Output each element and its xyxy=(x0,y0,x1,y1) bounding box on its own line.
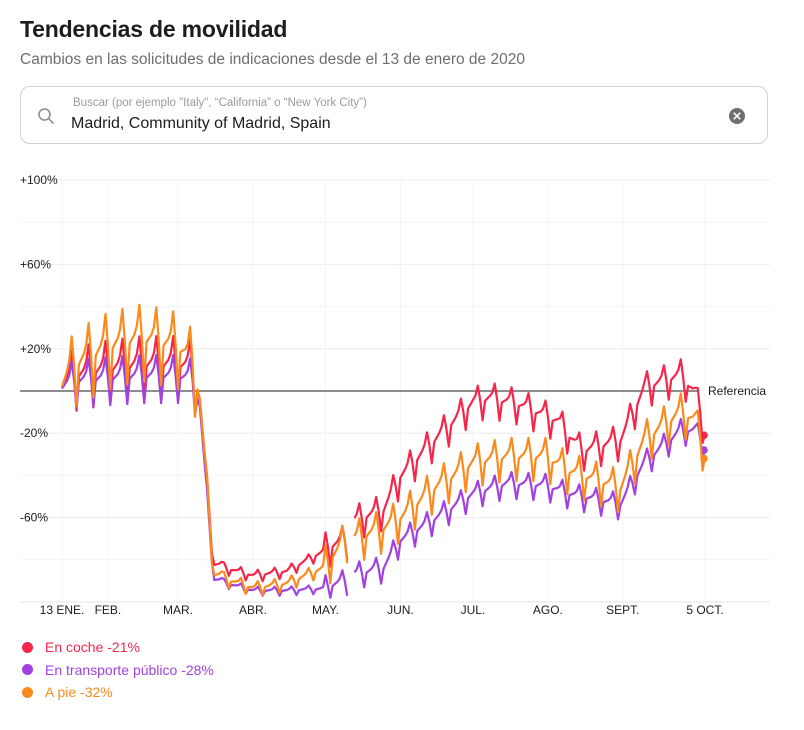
series-line xyxy=(353,358,707,539)
search-input[interactable] xyxy=(71,115,711,133)
series-endpoint xyxy=(700,431,708,440)
legend-label-walking: A pie -32% xyxy=(45,684,113,701)
x-tick-label: JUN. xyxy=(387,603,414,617)
clear-button[interactable] xyxy=(729,108,745,124)
x-tick-label: AGO. xyxy=(533,603,563,617)
legend-label-car: En coche -21% xyxy=(45,639,140,656)
x-tick-label: SEPT. xyxy=(606,603,639,617)
search-placeholder: Buscar (por ejemplo "Italy", “California… xyxy=(73,97,367,109)
legend-dot-car xyxy=(22,641,33,653)
series-endpoint xyxy=(700,454,708,463)
y-tick-label: -60% xyxy=(20,511,48,525)
y-tick-label: +100% xyxy=(20,173,58,187)
y-tick-label: +20% xyxy=(20,342,51,356)
series-line xyxy=(353,417,707,589)
y-tick-label: +60% xyxy=(20,257,51,271)
page-title: Tendencias de movilidad xyxy=(20,16,288,42)
x-tick-label: MAR. xyxy=(163,603,193,617)
x-tick-label: MAY. xyxy=(312,603,339,617)
y-tick-label: -20% xyxy=(20,426,48,440)
series-line xyxy=(60,303,349,597)
search-box[interactable]: Buscar (por ejemplo "Italy", “California… xyxy=(20,86,768,144)
legend: En coche -21% En transporte público -28%… xyxy=(20,636,214,704)
chart-svg: +100% +60% +20% -20% -60% Referencia 13 ENE. FE… xyxy=(20,173,770,617)
x-tick-label: FEB. xyxy=(95,603,122,617)
page-subtitle: Cambios en las solicitudes de indicacion… xyxy=(20,51,525,68)
legend-dot-transit xyxy=(22,664,33,676)
x-tick-label: 5 OCT. xyxy=(686,603,723,617)
legend-label-transit: En transporte público -28% xyxy=(45,661,214,678)
legend-item-car: En coche -21% xyxy=(20,636,214,659)
x-tick-label: ABR. xyxy=(239,603,267,617)
legend-dot-walking xyxy=(22,686,33,698)
series-line xyxy=(353,392,707,561)
legend-item-walking: A pie -32% xyxy=(20,681,214,704)
search-icon xyxy=(38,108,54,124)
x-tick-label: 13 ENE. xyxy=(40,603,85,617)
legend-item-transit: En transporte público -28% xyxy=(20,659,214,682)
baseline-label: Referencia xyxy=(708,384,766,398)
mobility-chart: +100% +60% +20% -20% -60% Referencia 13 ENE. FE… xyxy=(0,160,804,630)
clear-icon xyxy=(733,112,741,120)
x-tick-label: JUL. xyxy=(461,603,486,617)
